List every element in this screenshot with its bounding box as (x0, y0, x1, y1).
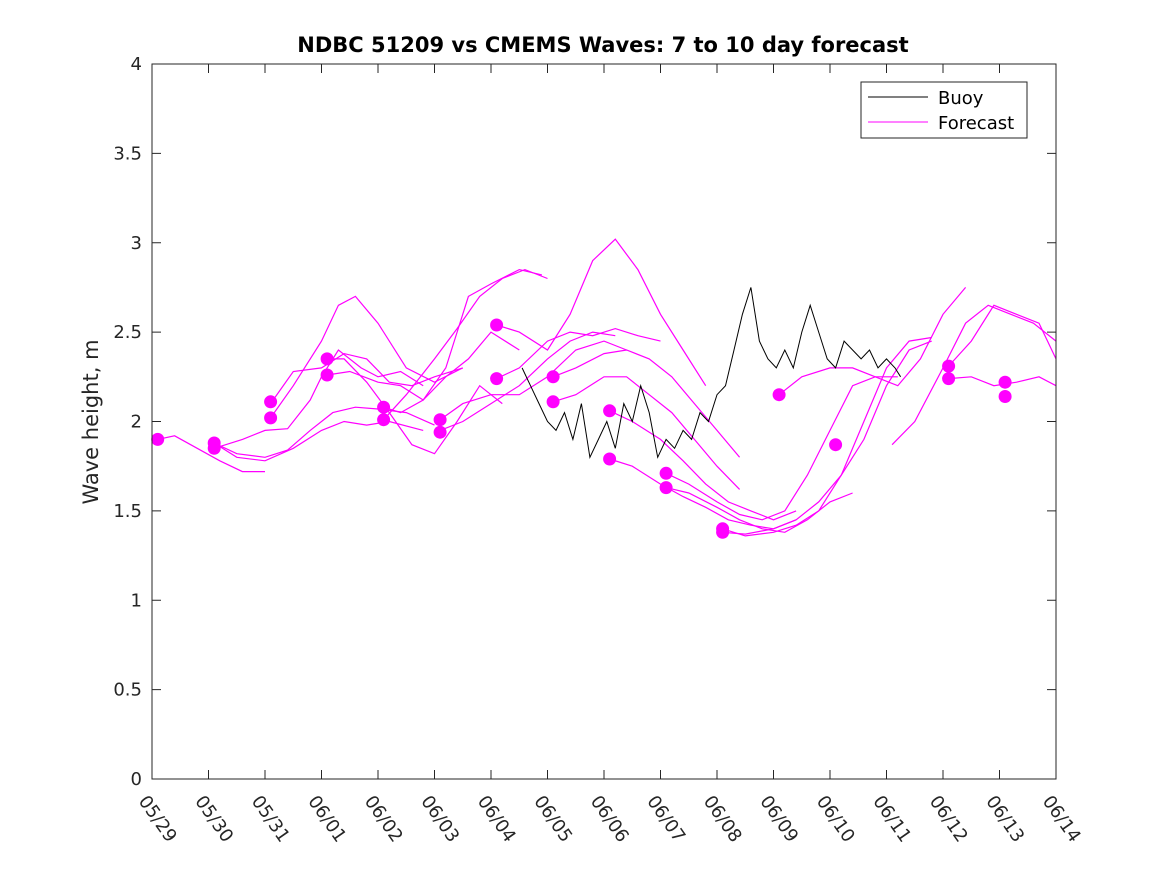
y-tick-label-8: 4 (131, 54, 142, 75)
forecast-line-24 (948, 304, 1057, 367)
forecast-marker-26 (998, 390, 1012, 403)
forecast-marker-12 (490, 318, 504, 332)
forecast-marker-14 (546, 395, 560, 409)
buoy-line (521, 287, 902, 459)
forecast-marker-21 (772, 388, 786, 402)
forecast-line-12 (496, 327, 661, 380)
forecast-marker-9 (433, 413, 447, 427)
forecast-marker-13 (546, 370, 560, 384)
forecast-marker-3 (264, 395, 278, 409)
chart-title: NDBC 51209 vs CMEMS Waves: 7 to 10 day f… (297, 33, 908, 57)
forecast-line-5 (270, 352, 463, 404)
legend-box (860, 81, 1028, 139)
forecast-marker-2 (207, 441, 221, 455)
forecast-marker-4 (264, 411, 278, 425)
forecast-marker-16 (603, 452, 617, 466)
forecast-line-9 (383, 268, 548, 421)
forecast-marker-23 (942, 359, 956, 373)
y-tick-label-2: 1 (131, 590, 142, 611)
forecast-marker-15 (603, 404, 617, 418)
forecast-marker-0 (151, 432, 165, 446)
forecast-line-18 (665, 376, 898, 521)
y-axis-label: Wave height, m (79, 339, 103, 504)
forecast-marker-5 (320, 352, 334, 366)
y-tick-label-3: 1.5 (113, 501, 142, 522)
forecast-marker-7 (377, 400, 391, 414)
forecast-marker-18 (659, 481, 673, 495)
y-tick-label-4: 2 (131, 412, 142, 433)
y-tick-label-1: 0.5 (113, 680, 142, 701)
forecast-marker-22 (829, 438, 843, 452)
forecast-line-0 (157, 435, 265, 473)
forecast-marker-11 (490, 372, 504, 386)
forecast-line-17 (609, 458, 797, 530)
forecast-line-14 (552, 349, 741, 458)
forecast-marker-25 (998, 375, 1012, 389)
forecast-marker-8 (377, 413, 391, 427)
y-tick-label-7: 3.5 (113, 143, 142, 164)
forecast-line-20 (722, 336, 932, 537)
forecast-line-8 (383, 268, 543, 414)
forecast-line-23 (891, 304, 1057, 446)
forecast-line-16 (609, 410, 797, 521)
y-tick-label-6: 3 (131, 233, 142, 254)
forecast-marker-24 (942, 372, 956, 386)
forecast-line-11 (439, 340, 627, 421)
forecast-line-15 (552, 376, 741, 490)
forecast-marker-17 (659, 466, 673, 480)
y-tick-label-5: 2.5 (113, 322, 142, 343)
forecast-line-13 (496, 238, 707, 387)
forecast-line-21 (722, 340, 932, 535)
forecast-marker-20 (716, 525, 730, 539)
legend: Buoy Forecast (860, 81, 1028, 139)
forecast-marker-10 (433, 425, 447, 439)
forecast-marker-6 (320, 368, 334, 382)
forecast-line-6 (327, 358, 503, 455)
forecast-line-19 (665, 487, 853, 533)
forecast-line-22 (778, 287, 967, 396)
forecast-line-10 (439, 331, 616, 431)
legend-forecast-label: Forecast (938, 113, 1014, 134)
legend-buoy-label: Buoy (938, 88, 984, 109)
y-tick-label-0: 0 (131, 769, 142, 790)
